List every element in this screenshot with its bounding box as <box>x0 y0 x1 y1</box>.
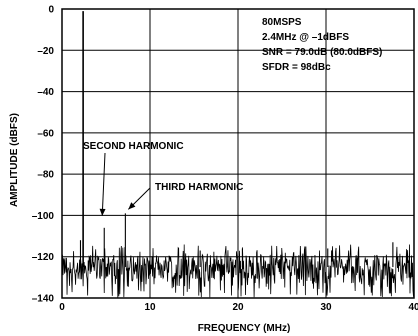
y-tick-label: –120 <box>32 252 55 263</box>
y-tick-labels: 0 –20 –40 –60 –80 –100 –120 –140 <box>32 5 55 305</box>
info-line-2: 2.4MHz @ –1dBFS <box>262 32 349 43</box>
plot-frame <box>61 8 415 299</box>
info-line-3: SNR = 79.0dB (80.0dBFS) <box>262 47 382 58</box>
second-harmonic-annotation: SECOND HARMONIC <box>83 141 184 216</box>
x-tick-label: 0 <box>59 302 65 313</box>
second-harmonic-label: SECOND HARMONIC <box>83 141 184 152</box>
y-tick-label: –60 <box>37 128 54 139</box>
x-tick-label: 30 <box>320 302 332 313</box>
second-harmonic-arrowhead <box>99 208 106 216</box>
third-harmonic-label: THIRD HARMONIC <box>155 182 243 193</box>
info-line-4: SFDR = 98dBc <box>262 62 331 73</box>
third-harmonic-annotation: THIRD HARMONIC <box>128 182 243 210</box>
x-tick-labels: 0 10 20 30 40 <box>59 302 418 313</box>
spectrum-trace <box>61 244 415 298</box>
y-tick-label: –80 <box>37 170 54 181</box>
harmonic-spurs <box>79 11 394 268</box>
y-tick-label: –20 <box>37 46 54 57</box>
y-axis-label: AMPLITUDE (dBFS) <box>9 113 20 207</box>
third-harmonic-arrowhead <box>128 202 136 210</box>
info-box: 80MSPS 2.4MHz @ –1dBFS SNR = 79.0dB (80.… <box>262 17 382 73</box>
y-tick-label: 0 <box>48 5 54 16</box>
x-tick-label: 20 <box>232 302 244 313</box>
x-tick-label: 40 <box>408 302 418 313</box>
y-tick-label: –140 <box>32 294 55 305</box>
y-tick-label: –100 <box>32 211 55 222</box>
y-tick-label: –40 <box>37 87 54 98</box>
info-line-1: 80MSPS <box>262 17 302 28</box>
x-axis-label: FREQUENCY (MHz) <box>198 323 291 334</box>
second-harmonic-arrow <box>101 152 106 216</box>
x-tick-label: 10 <box>144 302 156 313</box>
noise-floor-path <box>61 244 415 298</box>
